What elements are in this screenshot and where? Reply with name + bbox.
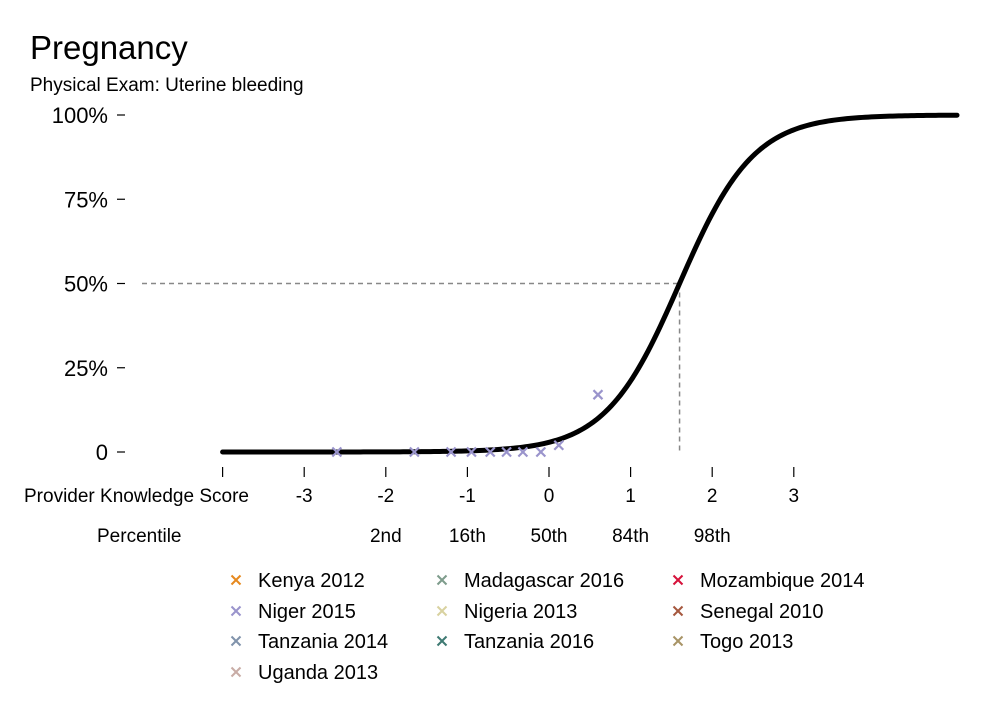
percentile-label: 2nd	[370, 526, 402, 547]
data-point	[409, 446, 420, 458]
data-point-stroke	[409, 446, 420, 458]
x-tick-label: -3	[296, 486, 313, 507]
legend-label: Mozambique 2014	[700, 570, 865, 592]
data-point-stroke	[592, 389, 604, 400]
x-tick-label: 2	[707, 486, 718, 507]
legend-label: Uganda 2013	[258, 662, 378, 684]
x-tick-label: 3	[789, 486, 800, 507]
y-tick-label: 75%	[64, 187, 108, 212]
data-point	[535, 446, 547, 458]
chart-title: Pregnancy	[30, 29, 188, 66]
x-tick-label: 0	[544, 486, 555, 507]
data-point-stroke	[445, 446, 457, 458]
legend-marker	[230, 635, 242, 647]
data-point-stroke	[517, 446, 529, 458]
x-tick-label: 1	[625, 486, 636, 507]
x-axis-label: Provider Knowledge Score	[24, 486, 249, 507]
data-point-stroke	[535, 446, 547, 458]
legend-label: Tanzania 2016	[464, 631, 594, 653]
points-layer	[331, 389, 604, 458]
data-point	[331, 446, 343, 458]
y-tick-label: 100%	[52, 103, 108, 128]
x-tick-label: -2	[377, 486, 394, 507]
legend-item: Uganda 2013	[230, 662, 378, 684]
data-point	[501, 446, 512, 458]
data-point	[466, 446, 477, 458]
data-point-stroke	[484, 446, 496, 458]
legend-label: Nigeria 2013	[464, 601, 577, 623]
legend-item: Madagascar 2016	[436, 570, 624, 592]
legend-item: Nigeria 2013	[436, 601, 577, 623]
fitted-curve	[220, 112, 960, 455]
legend-item: Tanzania 2014	[230, 631, 388, 653]
legend-label: Senegal 2010	[700, 601, 823, 623]
legend-label: Niger 2015	[258, 601, 356, 623]
percentile-label: 16th	[449, 526, 486, 547]
legend-label: Kenya 2012	[258, 570, 365, 592]
percentile-label: 84th	[612, 526, 649, 547]
chart-subtitle: Physical Exam: Uterine bleeding	[30, 75, 304, 96]
percentile-label: 50th	[531, 526, 568, 547]
data-point	[445, 446, 457, 458]
y-tick-label: 50%	[64, 272, 108, 297]
legend-marker	[436, 605, 448, 617]
data-point-stroke	[553, 439, 565, 451]
legend-label: Togo 2013	[700, 631, 793, 653]
legend-item: Kenya 2012	[230, 570, 365, 592]
legend-label: Madagascar 2016	[464, 570, 624, 592]
data-point-stroke	[501, 446, 512, 458]
legend-item: Senegal 2010	[672, 601, 823, 623]
legend-marker	[230, 574, 242, 586]
percentile-row-label: Percentile	[97, 526, 182, 547]
legend-marker	[672, 605, 684, 617]
curve-layer	[220, 112, 960, 455]
data-point-stroke	[466, 446, 477, 458]
x-tick-label: -1	[459, 486, 476, 507]
data-point	[484, 446, 496, 458]
data-point-stroke	[331, 446, 343, 458]
x-axis: -3 -2 -1 0 1 2 3 2nd 16th 50th 84th 98th	[222, 467, 800, 547]
legend-marker	[672, 574, 684, 586]
legend-marker	[230, 666, 242, 678]
legend-item: Togo 2013	[672, 631, 793, 653]
data-point	[517, 446, 529, 458]
legend-item: Mozambique 2014	[672, 570, 865, 592]
y-axis: 100% 75% 50% 25% 0	[52, 103, 125, 465]
y-tick-label: 25%	[64, 356, 108, 381]
legend-marker	[436, 574, 448, 586]
legend-marker	[672, 635, 684, 647]
y-tick-label: 0	[96, 440, 108, 465]
legend-item: Niger 2015	[230, 601, 356, 623]
legend-marker	[230, 605, 242, 617]
legend: Kenya 2012 Madagascar 2016 Mozambique 2014…	[230, 570, 865, 684]
legend-marker	[436, 635, 448, 647]
legend-item: Tanzania 2016	[436, 631, 594, 653]
legend-label: Tanzania 2014	[258, 631, 388, 653]
percentile-label: 98th	[694, 526, 731, 547]
data-point	[553, 439, 565, 451]
reference-lines	[142, 282, 681, 452]
data-point	[592, 389, 604, 400]
